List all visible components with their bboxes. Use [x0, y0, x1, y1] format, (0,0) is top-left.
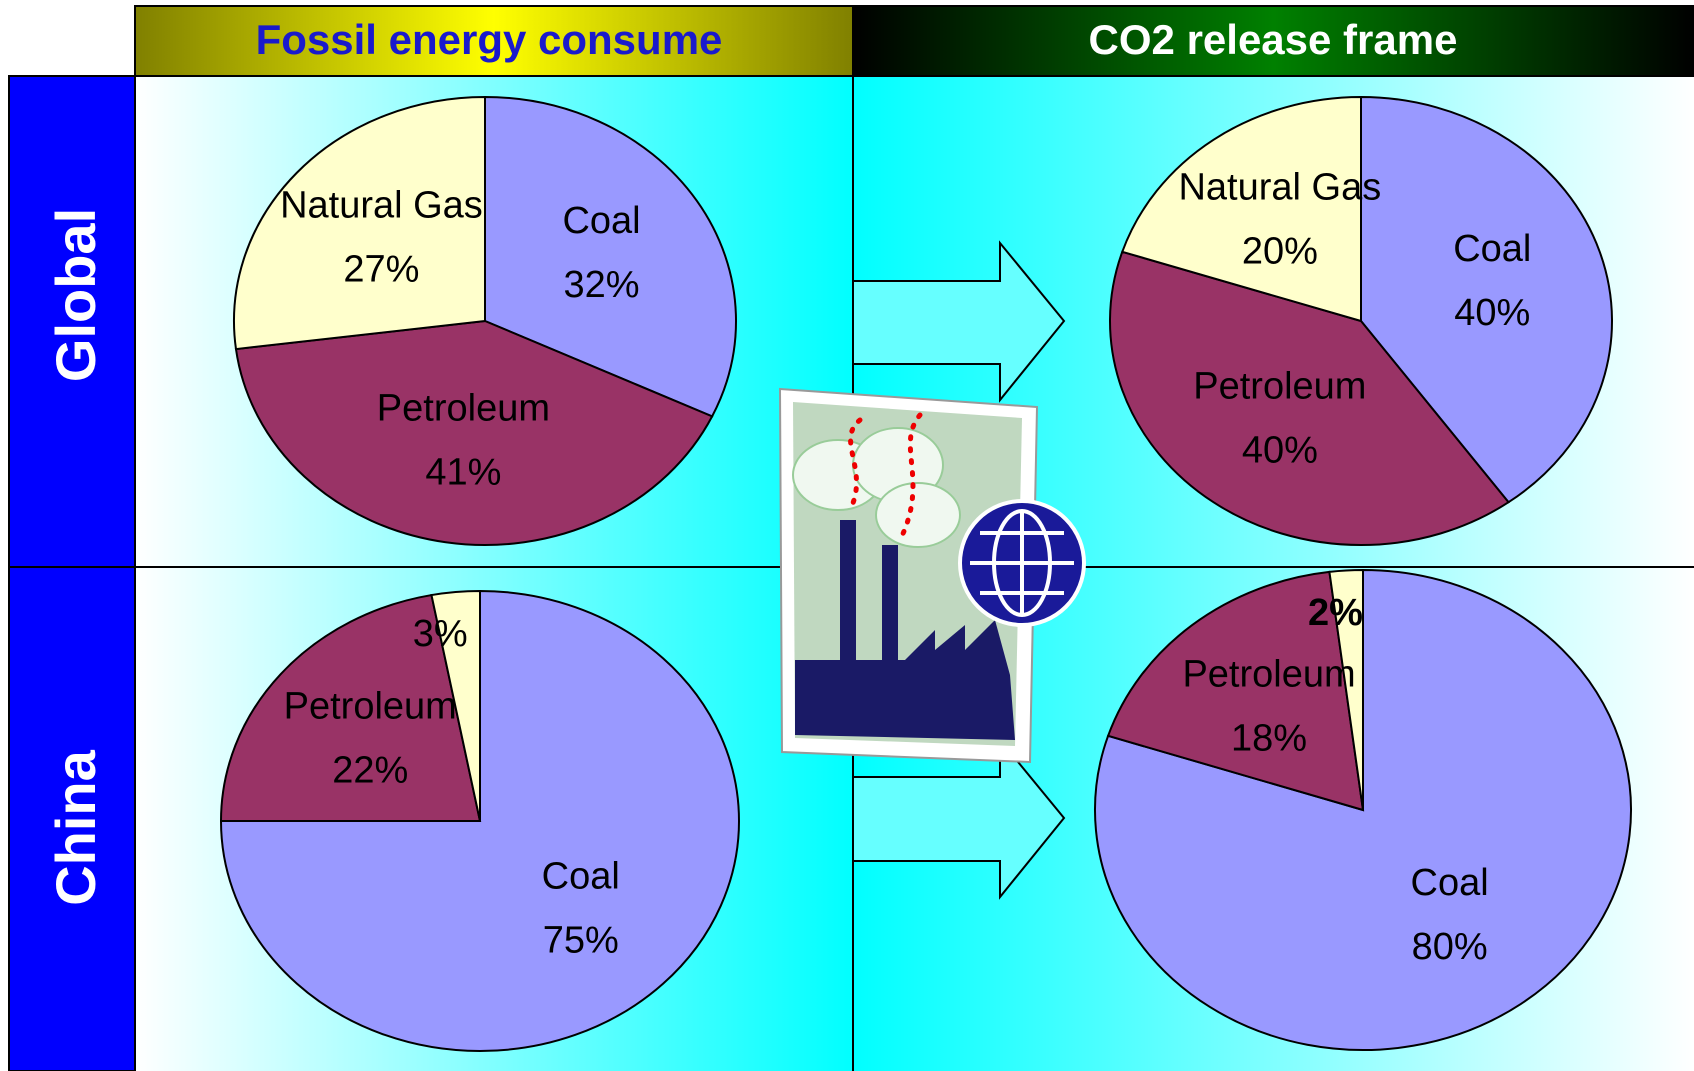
- pie-slice: [233, 95, 486, 351]
- column-title: Fossil energy consume: [256, 16, 723, 63]
- slice-label: Natural Gas: [1178, 166, 1381, 208]
- slice-label: Natural Gas: [280, 185, 483, 227]
- slice-value-label: 75%: [543, 919, 619, 961]
- pie-slice: [1106, 570, 1365, 812]
- factory-icon: [778, 387, 1086, 764]
- arrow: [852, 240, 1066, 403]
- pie-slice: [430, 589, 481, 822]
- slice-value-label: 2%: [1308, 592, 1363, 634]
- slice-value-label: 41%: [425, 452, 501, 494]
- pie-slice: [219, 593, 482, 822]
- row-header: [8, 75, 136, 568]
- column-header: [852, 5, 1694, 77]
- slice-value-label: 40%: [1454, 292, 1530, 334]
- slice-value-label: 40%: [1242, 430, 1318, 472]
- pie-slice: [484, 95, 737, 418]
- arrow: [852, 737, 1066, 900]
- slice-label: Coal: [1453, 228, 1531, 270]
- pie-slice: [234, 319, 714, 546]
- row-title: Global: [44, 208, 107, 382]
- slice-label: Petroleum: [1193, 366, 1366, 408]
- row-header: [8, 566, 136, 1071]
- slice-value-label: 3%: [413, 613, 468, 655]
- pie-slice: [1120, 95, 1362, 323]
- slice-label: Coal: [542, 855, 620, 897]
- slice-value-label: 22%: [332, 749, 408, 791]
- slice-label: Petroleum: [377, 388, 550, 430]
- slice-label: Petroleum: [1182, 653, 1355, 695]
- row-title: China: [44, 749, 107, 905]
- slice-value-label: 18%: [1231, 717, 1307, 759]
- slice-value-label: 20%: [1242, 230, 1318, 272]
- pie-slice: [1328, 568, 1364, 811]
- column-title: CO2 release frame: [1089, 16, 1458, 63]
- pie-slice: [219, 589, 740, 1052]
- slice-label: Petroleum: [284, 685, 457, 727]
- slice-value-label: 80%: [1412, 926, 1488, 968]
- slice-value-label: 32%: [564, 264, 640, 306]
- slice-value-label: 27%: [343, 249, 419, 291]
- pie-slice: [1360, 95, 1613, 504]
- pie-slice: [1108, 250, 1511, 547]
- slice-label: Coal: [562, 200, 640, 242]
- slice-label: Coal: [1411, 862, 1489, 904]
